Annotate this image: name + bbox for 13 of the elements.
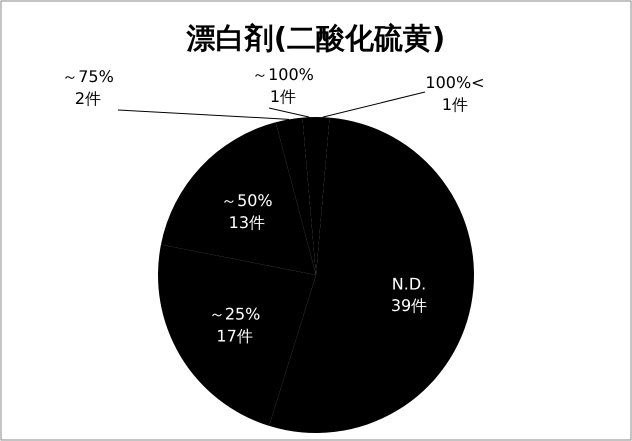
- slice-label: ～100%: [252, 65, 314, 84]
- slice-label: 100%<: [425, 73, 485, 92]
- data-label: 2件: [74, 89, 102, 108]
- slice-label: ～50%: [221, 191, 273, 210]
- chart-title: 漂白剤(二酸化硫黄): [186, 21, 446, 55]
- data-label: 13件: [228, 213, 266, 232]
- data-label: 17件: [216, 326, 253, 346]
- slice-label: ～25%: [208, 304, 260, 324]
- slice-label: ～75%: [62, 67, 114, 86]
- slice-label: N.D.: [392, 274, 426, 294]
- data-label: 1件: [270, 87, 296, 106]
- data-label: 39件: [390, 296, 428, 316]
- data-label: 1件: [442, 95, 468, 114]
